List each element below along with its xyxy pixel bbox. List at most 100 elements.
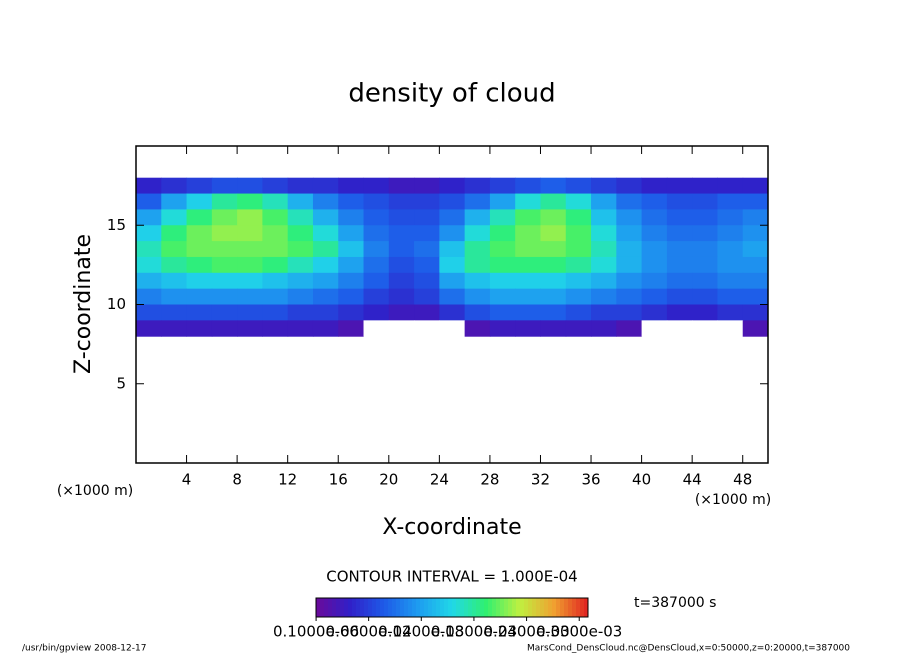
cell [641, 304, 668, 321]
cell [464, 225, 491, 242]
cell [742, 241, 769, 258]
colorbar-swatch [548, 598, 553, 617]
cell [565, 288, 592, 305]
cell [363, 320, 390, 337]
colorbar-swatch [376, 598, 381, 617]
x-tick-label: 8 [232, 471, 242, 489]
cell [666, 241, 693, 258]
cell [717, 177, 744, 195]
cell [338, 304, 365, 321]
cell [414, 288, 440, 305]
cell [464, 193, 491, 210]
cell [641, 256, 668, 274]
colorbar-swatch [396, 598, 401, 617]
cell [161, 272, 188, 290]
x-tick-label: 20 [379, 471, 398, 489]
cell [136, 256, 162, 274]
colorbar-swatch [460, 598, 465, 617]
x-tick-label: 48 [733, 471, 752, 489]
cell [186, 272, 213, 290]
cell [262, 256, 289, 274]
cell [515, 177, 541, 195]
cell [262, 209, 289, 226]
cell [515, 320, 541, 337]
cell [464, 288, 491, 305]
x-tick-label: 28 [480, 471, 499, 489]
cell [161, 256, 188, 274]
cell [338, 177, 365, 195]
cell [540, 225, 567, 242]
cell [161, 288, 188, 305]
cell [161, 193, 188, 210]
colorbar-swatch [476, 598, 481, 617]
cell [211, 320, 238, 337]
colorbar-frame [315, 597, 589, 618]
cell [666, 304, 693, 321]
colorbar-swatch [540, 598, 545, 617]
cell [262, 304, 289, 321]
colorbar-swatch [388, 598, 393, 617]
colorbar-swatch [556, 598, 561, 617]
cell [136, 320, 162, 337]
colorbar-swatch [368, 598, 373, 617]
colorbar-swatch [400, 598, 405, 617]
cell [666, 272, 693, 290]
cell [287, 209, 314, 226]
cell [692, 225, 718, 242]
colorbar-swatch [424, 598, 429, 617]
cell [489, 241, 516, 258]
cell [237, 241, 263, 258]
cell [211, 177, 238, 195]
cell [616, 241, 643, 258]
cell [414, 320, 440, 337]
x-tick-label: 40 [632, 471, 651, 489]
cell [464, 241, 491, 258]
cell [338, 241, 365, 258]
cell [666, 209, 693, 226]
cell [489, 193, 516, 210]
cell [439, 193, 466, 210]
colorbar-swatch [536, 598, 541, 617]
colorbar-swatch [464, 598, 469, 617]
cell [414, 177, 440, 195]
colorbar-swatch [356, 598, 361, 617]
cell [515, 193, 541, 210]
cell [742, 193, 769, 210]
colorbar-swatch [408, 598, 413, 617]
cell [312, 209, 339, 226]
cell [666, 256, 693, 274]
cell [591, 272, 617, 290]
cell [237, 272, 263, 290]
x-tick-label: 24 [430, 471, 449, 489]
colorbar-swatch [444, 598, 449, 617]
cell [591, 256, 617, 274]
colorbar-swatch [512, 598, 517, 617]
colorbar-swatch [416, 598, 421, 617]
cell [388, 193, 415, 210]
colorbar-swatch [360, 598, 365, 617]
cell [312, 288, 339, 305]
cell [439, 288, 466, 305]
y-unit: (×1000 m) [57, 483, 133, 499]
cell [211, 241, 238, 258]
cell [312, 193, 339, 210]
cell [388, 272, 415, 290]
cell [439, 177, 466, 195]
colorbar-swatch [576, 598, 581, 617]
cell [540, 193, 567, 210]
cell [717, 193, 744, 210]
footer-left: /usr/bin/gpview 2008-12-17 [22, 644, 146, 654]
colorbar-swatch [568, 598, 573, 617]
cell [287, 272, 314, 290]
cell [641, 209, 668, 226]
colorbar-tick-label: 0.6000e-04 [326, 623, 412, 641]
cell [641, 193, 668, 210]
colorbar-swatch [580, 598, 585, 617]
cell [692, 193, 718, 210]
colorbar-swatch [500, 598, 505, 617]
cell [211, 304, 238, 321]
cell [287, 288, 314, 305]
colorbar-swatch [480, 598, 485, 617]
colorbar-swatch [336, 598, 341, 617]
